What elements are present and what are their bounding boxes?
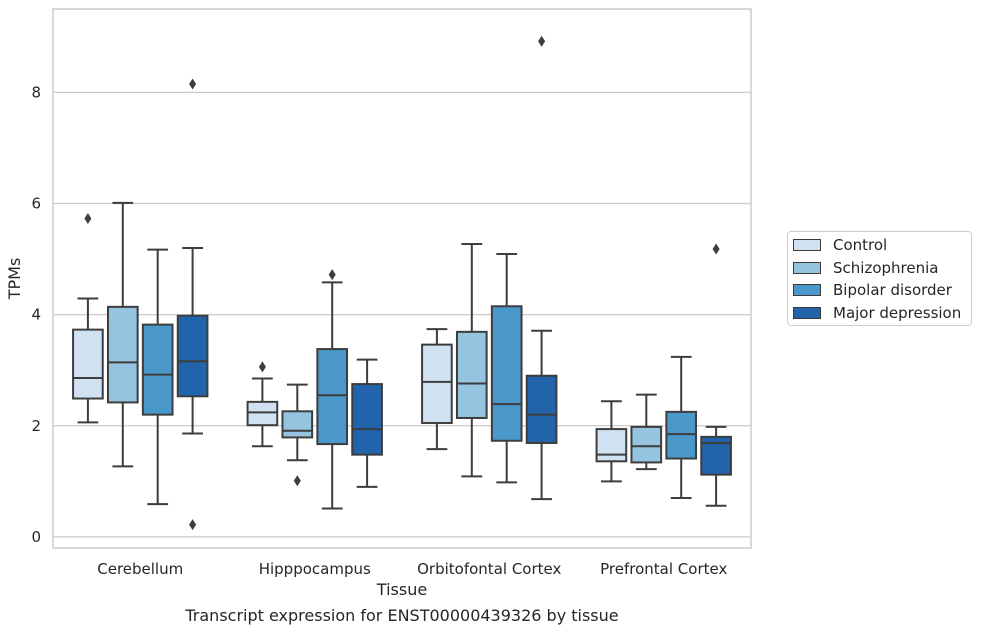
x-tick-label: Hipppocampus	[259, 560, 371, 578]
legend-swatch	[793, 261, 821, 274]
x-tick-label: Cerebellum	[97, 560, 183, 578]
box-control	[72, 212, 104, 424]
box-control	[246, 361, 279, 448]
legend-swatch	[793, 306, 821, 319]
outlier-point	[189, 78, 197, 90]
box-iqr	[176, 314, 209, 398]
box-bipolar-disorder	[490, 253, 523, 484]
legend-item: Control	[793, 235, 887, 255]
box-schizophrenia	[106, 201, 139, 468]
box-schizophrenia	[455, 243, 488, 478]
box-major-depression	[700, 243, 732, 507]
box-control	[595, 400, 628, 483]
y-axis-ticks: 0 2 4 6 8	[31, 83, 41, 546]
box-control	[421, 328, 453, 451]
box-iqr	[525, 374, 558, 444]
x-tick-label: Prefrontal Cortex	[600, 560, 727, 578]
box-major-depression	[176, 78, 209, 531]
y-tick-label: 8	[31, 83, 41, 101]
box-schizophrenia	[630, 393, 663, 471]
legend-swatch	[793, 239, 821, 251]
outlier-point	[538, 35, 546, 47]
legend-swatch	[793, 284, 821, 296]
box-bipolar-disorder	[665, 355, 698, 499]
box-bipolar-disorder	[316, 269, 349, 510]
outlier-point	[258, 361, 266, 373]
x-tick-label: Orbitofontal Cortex	[417, 560, 561, 578]
box-iqr	[455, 330, 488, 419]
box-iqr	[595, 428, 628, 463]
gridlines	[53, 91, 751, 538]
box-major-depression	[525, 35, 558, 501]
outlier-point	[84, 212, 92, 224]
outlier-point	[712, 243, 720, 255]
legend-label: Control	[833, 236, 888, 254]
box-iqr	[630, 425, 663, 464]
box-iqr	[351, 383, 383, 456]
box-iqr	[421, 343, 453, 424]
legend-item: Bipolar disorder	[793, 280, 952, 300]
outlier-point	[189, 519, 197, 531]
y-axis-label: TPMs	[5, 258, 24, 301]
outlier-point	[293, 475, 301, 487]
box-iqr	[490, 305, 523, 442]
legend-item: Schizophrenia	[793, 258, 938, 278]
y-tick-label: 6	[31, 194, 41, 212]
box-iqr	[141, 323, 174, 416]
box-iqr	[72, 328, 104, 400]
legend-label: Bipolar disorder	[833, 281, 952, 299]
legend: Control Schizophrenia Bipolar disorder Majo…	[787, 231, 972, 326]
box-iqr	[106, 305, 139, 404]
box-major-depression	[351, 358, 383, 488]
plot-frame	[52, 8, 752, 549]
legend-label: Major depression	[833, 303, 962, 322]
figure-caption: Transcript expression for ENST0000043932…	[185, 606, 619, 625]
x-axis-label: Tissue	[376, 580, 427, 599]
box-iqr	[316, 348, 349, 446]
y-tick-label: 4	[31, 306, 41, 324]
outlier-point	[328, 269, 336, 281]
box-iqr	[246, 400, 279, 427]
box-schizophrenia	[281, 383, 314, 487]
box-iqr	[281, 410, 314, 439]
x-axis-ticks: Cerebellum Hipppocampus Orbitofontal Corte…	[97, 560, 727, 578]
y-tick-label: 2	[31, 417, 41, 435]
y-tick-label: 0	[31, 528, 41, 546]
box-iqr	[665, 410, 698, 460]
legend-label: Schizophrenia	[833, 258, 939, 277]
box-bipolar-disorder	[141, 248, 174, 506]
box-plot-marks	[72, 35, 732, 531]
legend-item: Major depression	[793, 303, 961, 323]
